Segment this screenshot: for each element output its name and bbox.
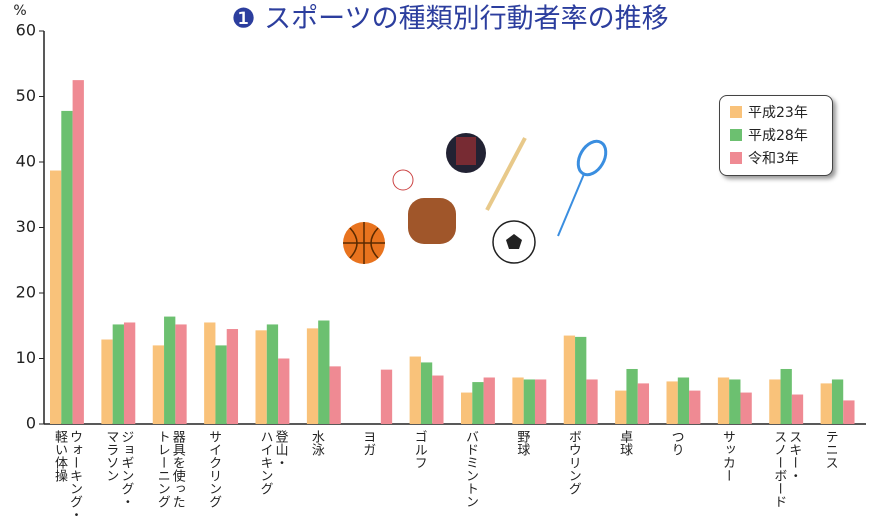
- bar: [101, 339, 113, 424]
- legend-item: 平成23年: [720, 100, 832, 123]
- legend-item: 令和3年: [720, 146, 832, 169]
- bar: [432, 375, 444, 424]
- bar: [380, 369, 393, 424]
- bar: [820, 383, 832, 424]
- x-tick-label: ヨガ: [360, 430, 376, 456]
- legend-item: 平成28年: [720, 123, 832, 146]
- x-tick-label: ゴルフ: [411, 430, 427, 469]
- bar: [717, 377, 730, 424]
- legend-swatch: [730, 105, 742, 118]
- y-tick-label: 0: [26, 414, 36, 433]
- x-tick-label: 登山・ ハイキング: [257, 430, 288, 495]
- x-tick-label: ウォーキング・ 軽い体操: [51, 430, 82, 520]
- bar: [61, 110, 73, 424]
- bar: [306, 328, 319, 424]
- bar: [626, 368, 638, 424]
- bar: [123, 322, 136, 424]
- legend-label: 平成23年: [748, 104, 808, 121]
- bar: [266, 324, 279, 424]
- y-tick-label: 40: [16, 152, 36, 171]
- illustration: [343, 133, 608, 264]
- legend-swatch: [730, 151, 742, 164]
- bar: [769, 379, 781, 424]
- bar: [472, 382, 484, 424]
- bar: [112, 324, 124, 424]
- bar: [523, 379, 535, 424]
- bar: [740, 392, 752, 424]
- x-tick-label: ボウリング: [565, 430, 581, 495]
- bar: [575, 336, 587, 424]
- bar: [255, 330, 267, 424]
- y-tick-label: 60: [16, 21, 36, 40]
- x-tick-label: ジョギング・ マラソン: [103, 430, 134, 508]
- bar: [780, 368, 792, 424]
- x-tick-label: テニス: [822, 430, 838, 469]
- bar: [278, 358, 290, 424]
- bar: [677, 377, 690, 424]
- bar: [831, 379, 844, 424]
- bar: [666, 381, 678, 424]
- x-tick-label: スキー・ スノーボード: [771, 430, 802, 508]
- y-unit: %: [13, 3, 26, 19]
- chart-title: ❶ スポーツの種類別行動者率の推移: [231, 4, 668, 35]
- bar: [843, 400, 855, 424]
- y-tick-label: 50: [16, 86, 36, 105]
- y-tick-label: 20: [16, 283, 36, 302]
- bar: [586, 379, 598, 424]
- legend-swatch: [730, 128, 742, 141]
- bar: [689, 390, 701, 424]
- bar: [329, 366, 341, 424]
- x-tick-label: バドミントン: [462, 430, 478, 508]
- bar: [461, 392, 473, 424]
- bar: [563, 335, 576, 424]
- y-tick-label: 30: [16, 217, 36, 236]
- bar: [791, 394, 804, 424]
- x-tick-label: 卓球: [617, 430, 633, 456]
- bar: [50, 170, 62, 424]
- bar: [164, 316, 176, 424]
- bar: [152, 345, 165, 424]
- y-tick-label: 10: [16, 348, 36, 367]
- legend-label: 平成28年: [748, 127, 808, 144]
- bar: [637, 383, 650, 424]
- legend-label: 令和3年: [748, 150, 799, 167]
- bar: [483, 377, 495, 424]
- bar: [534, 379, 547, 424]
- x-tick-label: 器具を使った トレーニング: [154, 430, 185, 508]
- bar: [420, 362, 433, 424]
- bar: [72, 80, 84, 424]
- bar: [318, 320, 330, 424]
- bar: [204, 322, 216, 424]
- bar: [729, 379, 741, 424]
- x-tick-label: サッカー: [719, 430, 735, 482]
- x-tick-label: サイクリング: [206, 430, 222, 508]
- bar: [226, 329, 239, 424]
- bar: [409, 356, 421, 424]
- x-tick-label: 水泳: [308, 430, 324, 456]
- bar: [215, 345, 227, 424]
- bar: [512, 377, 524, 424]
- bar: [175, 324, 187, 424]
- legend: 平成23年平成28年令和3年: [719, 95, 833, 176]
- x-tick-label: 野球: [514, 430, 530, 456]
- bar: [615, 390, 627, 424]
- x-tick-label: つり: [668, 430, 684, 456]
